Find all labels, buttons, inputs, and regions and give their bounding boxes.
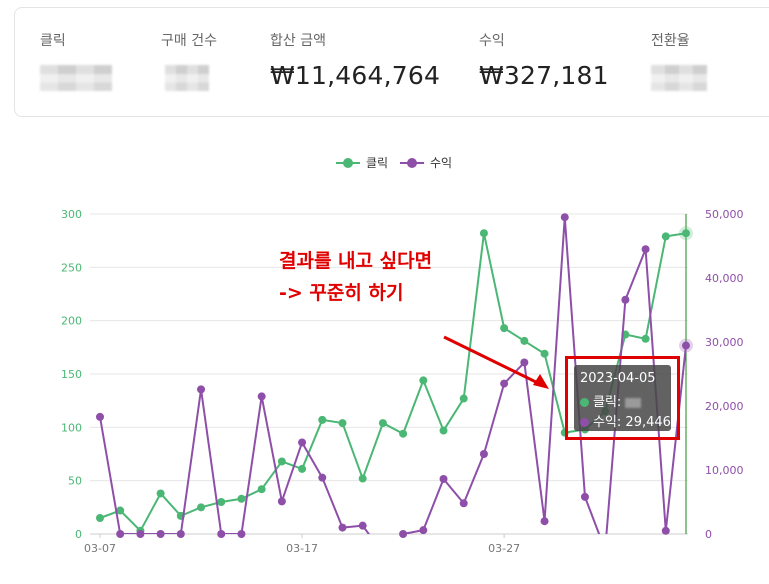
- y-right-tick-label: 40,000: [705, 272, 744, 285]
- metric-label-clicks: 클릭: [40, 33, 66, 49]
- data-point: [197, 385, 206, 394]
- data-point: [338, 419, 347, 428]
- data-point: [540, 349, 549, 358]
- data-point: [439, 474, 448, 483]
- y-left-tick-label: 0: [75, 528, 82, 541]
- data-point: [500, 324, 509, 333]
- series-line-revenue: [99, 216, 687, 534]
- data-point: [479, 229, 488, 238]
- data-point: [661, 526, 670, 535]
- data-point: [682, 229, 690, 238]
- data-point: [358, 474, 367, 483]
- annotation-line-1: 결과를 내고 싶다면: [279, 250, 433, 272]
- data-point: [682, 341, 690, 350]
- data-point: [621, 295, 630, 304]
- redacted-value: [651, 65, 707, 91]
- annotation-line-2: -> 꾸준히 하기: [279, 282, 404, 304]
- data-point: [641, 245, 650, 254]
- revenue-legend-dot-icon: [580, 418, 589, 427]
- y-right-tick-label: 50,000: [705, 208, 744, 221]
- chart-tooltip: 2023-04-05 클릭: 수익: 29,446: [574, 365, 671, 431]
- redacted-value: [40, 65, 112, 91]
- data-point: [217, 498, 226, 506]
- data-point: [96, 412, 104, 421]
- annotation-arrow-line: [443, 335, 541, 386]
- data-point: [580, 492, 589, 501]
- data-point: [520, 336, 529, 345]
- data-point: [116, 530, 125, 538]
- metric-value-revenue: ₩327,181: [479, 61, 609, 90]
- data-point: [298, 438, 307, 447]
- tooltip-date: 2023-04-05: [580, 371, 656, 386]
- legend-label-clicks: 클릭: [366, 156, 388, 170]
- tooltip-row-revenue: 수익: 29,446: [580, 411, 671, 430]
- data-point: [176, 530, 185, 538]
- y-right-tick-label: 0: [705, 528, 712, 541]
- data-point: [217, 530, 226, 538]
- x-tick-label: 03-27: [488, 542, 520, 555]
- y-left-tick-label: 200: [61, 315, 82, 328]
- y-right-tick-label: 10,000: [705, 464, 744, 477]
- data-point: [358, 521, 367, 530]
- metric-label-purchases: 구매 건수: [161, 33, 217, 49]
- data-point: [419, 526, 428, 535]
- data-point: [156, 530, 165, 538]
- data-point: [500, 379, 509, 388]
- data-point: [237, 530, 246, 538]
- data-point: [540, 517, 549, 526]
- tooltip-clicks-label: 클릭:: [593, 395, 622, 410]
- y-left-tick-label: 250: [61, 261, 82, 274]
- metric-label-conversion: 전환율: [651, 33, 690, 49]
- clicks-legend-dot-icon: [580, 398, 589, 407]
- data-point: [560, 213, 569, 222]
- data-point: [378, 419, 387, 428]
- redacted-value: [165, 65, 209, 91]
- data-point: [197, 503, 206, 512]
- data-point: [479, 450, 488, 458]
- data-point: [641, 334, 650, 343]
- data-point: [237, 494, 246, 503]
- data-point: [116, 506, 125, 515]
- data-point: [459, 499, 468, 508]
- arrow-head-icon: [533, 374, 549, 389]
- x-tick-label: 03-17: [286, 542, 318, 555]
- y-left-tick-label: 300: [61, 208, 82, 221]
- summary-card: 클릭 구매 건수 합산 금액 ₩11,464,764 수익 ₩327,181 전…: [14, 7, 769, 117]
- data-point: [520, 358, 529, 367]
- data-point: [277, 497, 286, 506]
- data-point: [96, 514, 104, 522]
- legend-dot-icon: [343, 158, 353, 168]
- metric-value-total-amount: ₩11,464,764: [270, 61, 441, 90]
- data-point: [399, 429, 408, 438]
- y-left-tick-label: 100: [61, 421, 82, 434]
- data-point: [439, 426, 448, 435]
- legend-dot-icon: [407, 158, 417, 168]
- y-left-tick-label: 150: [61, 368, 82, 381]
- redacted-value: [625, 397, 642, 408]
- data-point: [459, 394, 468, 403]
- data-point: [156, 489, 165, 498]
- data-point: [338, 523, 347, 532]
- data-point: [136, 530, 145, 538]
- legend-label-revenue: 수익: [430, 156, 452, 170]
- data-point: [661, 232, 670, 241]
- tooltip-highlight-box: 2023-04-05 클릭: 수익: 29,446: [565, 356, 680, 440]
- data-point: [318, 473, 327, 482]
- metric-label-total-amount: 합산 금액: [270, 33, 326, 49]
- data-point: [399, 530, 408, 538]
- tooltip-row-clicks: 클릭:: [580, 391, 642, 410]
- data-point: [257, 485, 266, 494]
- annotation-text: 결과를 내고 싶다면 -> 꾸준히 하기: [279, 245, 432, 309]
- tooltip-revenue-text: 수익: 29,446: [593, 415, 671, 430]
- data-point: [257, 392, 266, 401]
- data-point: [277, 457, 286, 466]
- y-right-tick-label: 20,000: [705, 400, 744, 413]
- data-point: [419, 376, 428, 385]
- y-right-tick-label: 30,000: [705, 336, 744, 349]
- data-point: [298, 464, 307, 473]
- y-left-tick-label: 50: [68, 475, 82, 488]
- x-tick-label: 03-07: [84, 542, 116, 555]
- data-point: [318, 415, 327, 424]
- metric-label-revenue: 수익: [479, 33, 505, 49]
